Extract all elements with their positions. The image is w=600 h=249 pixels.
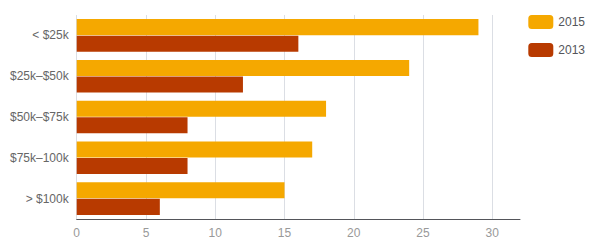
svg-text:30: 30 — [486, 226, 500, 240]
svg-text:5: 5 — [143, 226, 150, 240]
svg-text:0: 0 — [73, 226, 80, 240]
svg-text:20: 20 — [347, 226, 361, 240]
svg-text:< $25k: < $25k — [32, 28, 69, 42]
svg-text:15: 15 — [278, 226, 292, 240]
svg-text:$25k–$50k: $25k–$50k — [10, 69, 70, 83]
svg-text:$50k–$75k: $50k–$75k — [10, 110, 70, 124]
svg-text:> $100k: > $100k — [26, 192, 70, 206]
svg-text:2015: 2015 — [558, 15, 585, 29]
svg-text:2013: 2013 — [558, 43, 585, 57]
svg-text:10: 10 — [209, 226, 223, 240]
svg-text:25: 25 — [416, 226, 430, 240]
svg-text:$75k–100k: $75k–100k — [10, 151, 70, 165]
